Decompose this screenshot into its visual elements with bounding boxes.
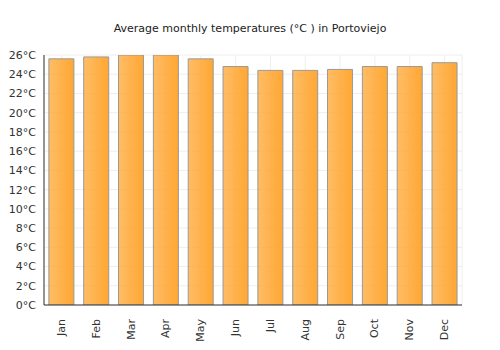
svg-text:2°C: 2°C	[16, 280, 36, 293]
svg-text:Dec: Dec	[438, 319, 451, 340]
svg-text:14°C: 14°C	[9, 164, 36, 177]
svg-text:0°C: 0°C	[16, 299, 36, 312]
svg-text:24°C: 24°C	[9, 68, 36, 81]
svg-text:Aug: Aug	[299, 319, 312, 340]
svg-text:12°C: 12°C	[9, 184, 36, 197]
html-text:Average monthly temperatures (: Average monthly temperatures (°C ) in Po…	[113, 22, 387, 35]
svg-text:Jun: Jun	[229, 319, 242, 337]
svg-text:Sep: Sep	[334, 319, 347, 340]
svg-text:10°C: 10°C	[9, 203, 36, 216]
svg-text:4°C: 4°C	[16, 260, 36, 273]
svg-text:6°C: 6°C	[16, 241, 36, 254]
svg-text:Jan: Jan	[55, 319, 68, 337]
svg-text:May: May	[194, 319, 207, 342]
svg-text:Oct: Oct	[368, 318, 381, 338]
svg-text:26°C: 26°C	[9, 49, 36, 62]
svg-text:18°C: 18°C	[9, 126, 36, 139]
svg-text:16°C: 16°C	[9, 145, 36, 158]
svg-text:22°C: 22°C	[9, 87, 36, 100]
svg-text:Nov: Nov	[403, 319, 416, 341]
svg-text:8°C: 8°C	[16, 222, 36, 235]
svg-text:Jul: Jul	[264, 319, 277, 333]
svg-text:Apr: Apr	[159, 319, 172, 339]
svg-text:Feb: Feb	[90, 319, 103, 338]
svg-text:Mar: Mar	[125, 319, 138, 340]
svg-text:20°C: 20°C	[9, 107, 36, 120]
